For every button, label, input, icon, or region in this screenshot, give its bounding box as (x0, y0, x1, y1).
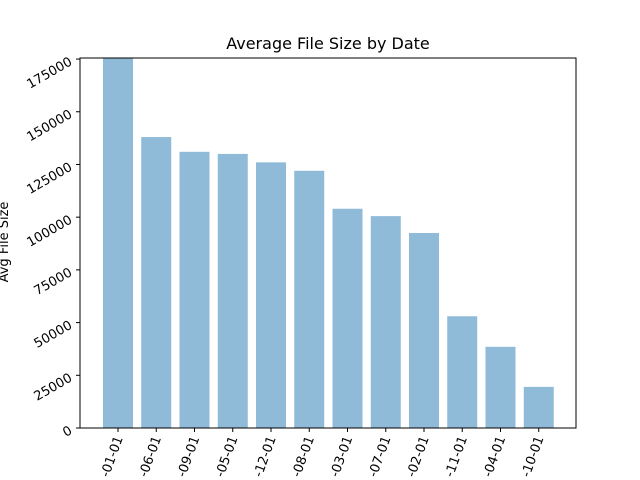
x-tick-label: -09-01 (175, 434, 204, 479)
bar-5 (256, 162, 286, 428)
bar-4 (218, 154, 248, 428)
bar-2 (141, 137, 171, 428)
x-tick-label: -05-01 (213, 434, 242, 479)
bar-11 (486, 347, 516, 428)
y-axis-ticks: 0 25000 50000 75000 100000 125000 150000 175000 (25, 55, 80, 441)
bar-9 (409, 233, 439, 428)
x-tick-label: -12-01 (251, 434, 280, 479)
bar-6 (294, 171, 324, 428)
bars-group (103, 58, 554, 428)
x-tick-label: -08-01 (289, 434, 318, 479)
x-tick-label: -02-01 (404, 434, 433, 479)
y-tick-label: 75000 (32, 265, 75, 299)
x-tick-label: -07-01 (366, 434, 395, 479)
y-tick-label: 175000 (25, 55, 75, 93)
y-tick-label: 100000 (25, 213, 75, 251)
y-tick-label: 50000 (32, 318, 75, 352)
y-tick-label: 150000 (25, 107, 75, 145)
x-tick-label: -04-01 (481, 434, 510, 479)
x-tick-label: -01-01 (98, 434, 127, 479)
y-tick-label: 0 (60, 423, 75, 440)
bar-3 (180, 152, 210, 428)
bar-8 (371, 216, 401, 428)
y-axis-label: Avg File Size (0, 202, 12, 283)
bar-12 (524, 387, 554, 428)
bar-7 (333, 209, 363, 428)
x-tick-label: -10-01 (519, 434, 548, 479)
y-tick-label: 125000 (25, 160, 75, 198)
x-axis-ticks: -01-01 -06-01 -09-01 -05-01 -12-01 -08-01 -03-… (98, 428, 547, 479)
x-tick-label: -06-01 (136, 434, 165, 479)
chart-title: Average File Size by Date (226, 34, 430, 53)
bar-1 (103, 58, 133, 428)
x-tick-label: -11-01 (442, 434, 471, 479)
y-tick-label: 25000 (32, 371, 75, 405)
x-tick-label: -03-01 (328, 434, 357, 479)
bar-10 (447, 316, 477, 428)
